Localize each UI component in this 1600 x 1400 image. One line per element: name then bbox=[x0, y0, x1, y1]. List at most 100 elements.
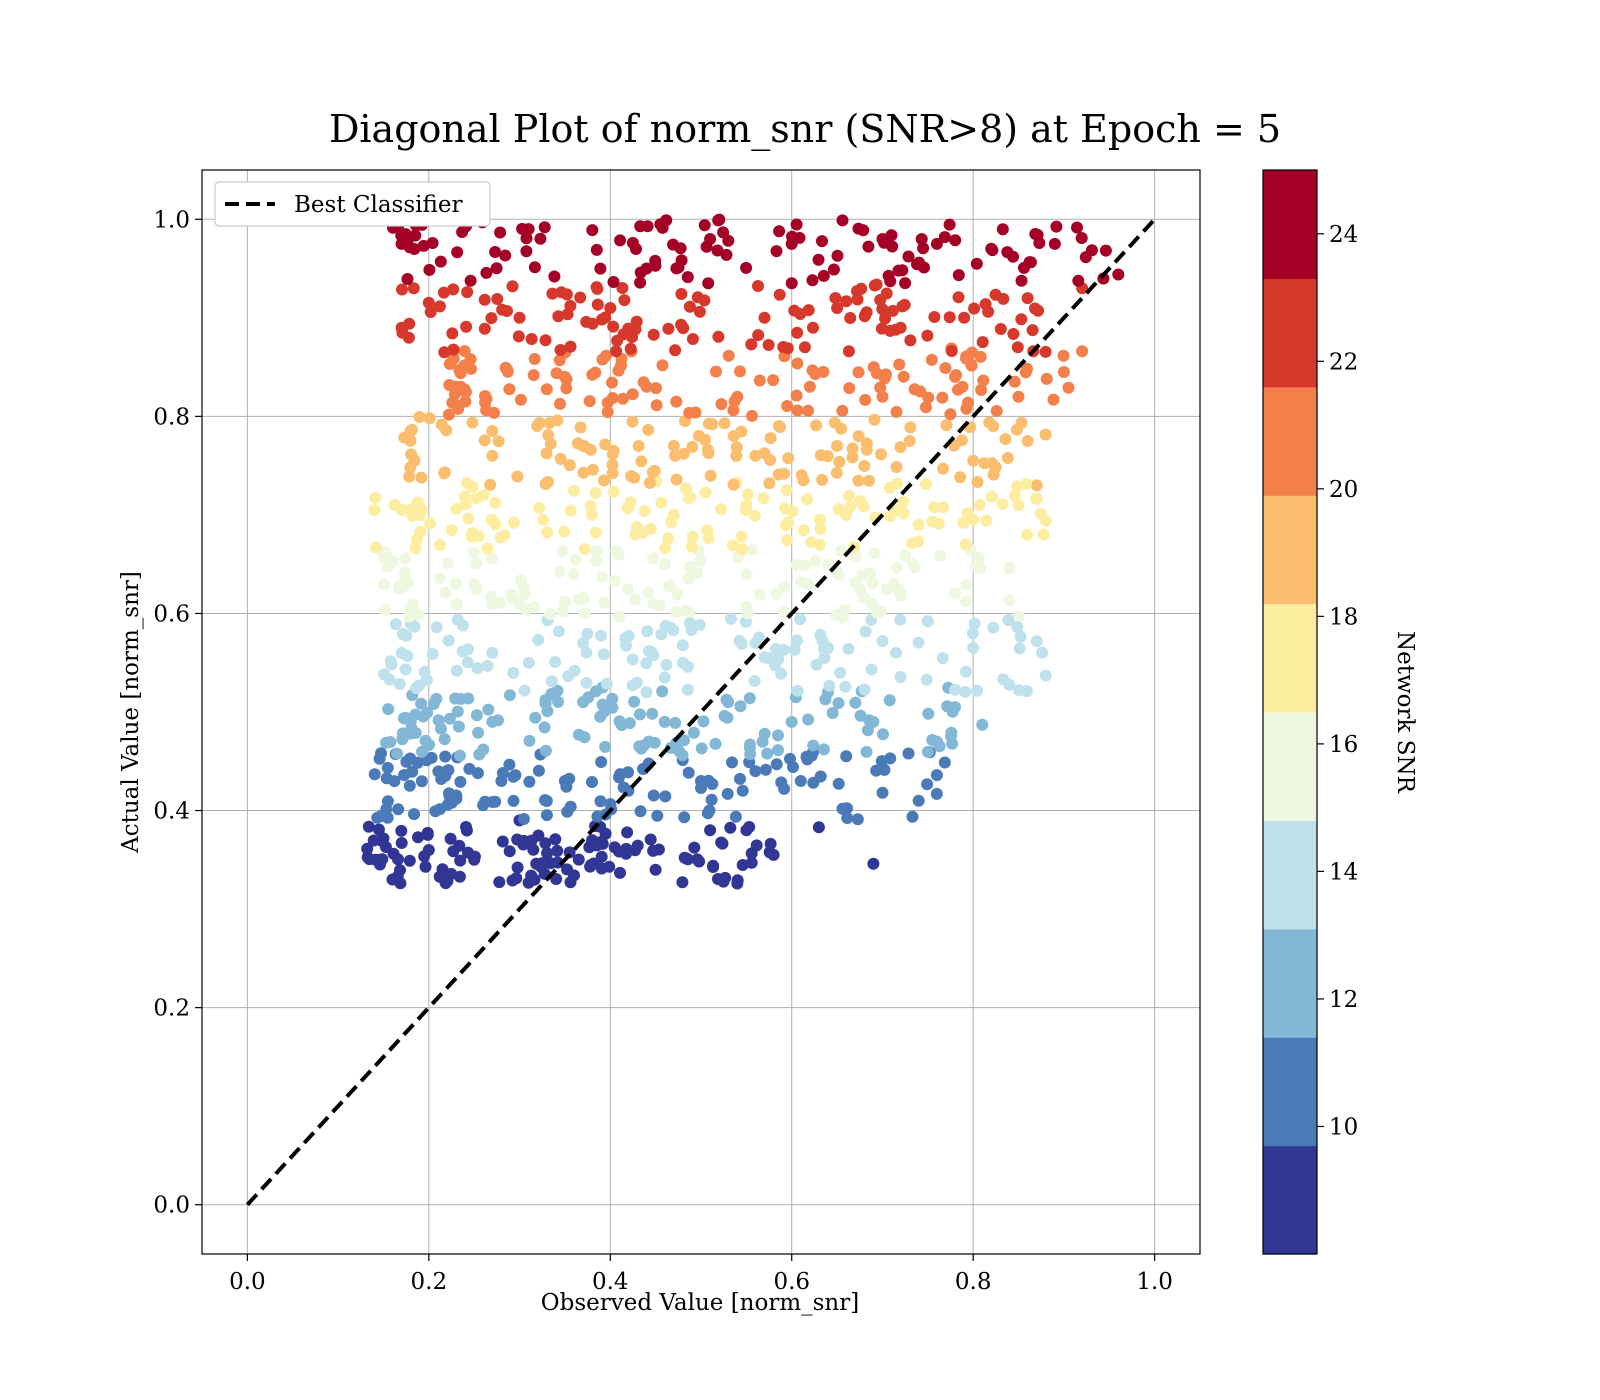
scatter-point bbox=[396, 283, 408, 296]
scatter-point bbox=[622, 322, 635, 335]
scatter-point bbox=[554, 344, 567, 356]
scatter-point bbox=[523, 734, 536, 747]
scatter-point bbox=[950, 369, 962, 382]
scatter-point bbox=[441, 556, 454, 569]
scatter-point bbox=[392, 853, 404, 866]
colorbar-band bbox=[1263, 1145, 1317, 1255]
scatter-point bbox=[634, 276, 647, 289]
scatter-point bbox=[389, 618, 402, 631]
scatter-point bbox=[834, 544, 847, 557]
scatter-point bbox=[839, 680, 852, 693]
scatter-point bbox=[393, 678, 406, 690]
scatter-point bbox=[478, 322, 491, 335]
scatter-point bbox=[466, 416, 479, 429]
scatter-point bbox=[1013, 684, 1026, 697]
scatter-point bbox=[522, 656, 535, 669]
scatter-point bbox=[967, 641, 980, 654]
scatter-point bbox=[481, 659, 494, 672]
scatter-point bbox=[936, 652, 949, 665]
scatter-point bbox=[729, 810, 742, 823]
scatter-point bbox=[681, 683, 694, 696]
scatter-point bbox=[464, 274, 477, 287]
scatter-point bbox=[644, 833, 657, 846]
colorbar-band bbox=[1263, 820, 1317, 930]
scatter-point bbox=[396, 326, 409, 339]
colorbar-tick-label: 10 bbox=[1329, 1114, 1358, 1140]
scatter-point bbox=[670, 262, 683, 275]
scatter-point bbox=[999, 433, 1012, 445]
scatter-point bbox=[611, 334, 624, 347]
scatter-point bbox=[1037, 528, 1050, 541]
scatter-point bbox=[875, 448, 887, 461]
scatter-point bbox=[675, 288, 688, 300]
scatter-point bbox=[370, 541, 382, 554]
scatter-point bbox=[670, 395, 683, 408]
scatter-point bbox=[403, 317, 416, 330]
scatter-point bbox=[816, 473, 829, 486]
legend: Best Classifier bbox=[214, 181, 491, 227]
scatter-point bbox=[831, 249, 844, 262]
scatter-point bbox=[388, 498, 401, 511]
scatter-point bbox=[415, 775, 428, 788]
scatter-point bbox=[614, 768, 627, 781]
scatter-point bbox=[543, 417, 556, 430]
x-tick-label: 0.0 bbox=[229, 1269, 266, 1295]
scatter-point bbox=[561, 805, 574, 818]
scatter-point bbox=[735, 425, 748, 438]
scatter-point bbox=[695, 782, 707, 794]
scatter-point bbox=[664, 579, 677, 592]
scatter-point bbox=[890, 561, 903, 574]
scatter-point bbox=[379, 604, 392, 616]
scatter-point bbox=[781, 400, 794, 412]
scatter-point bbox=[539, 837, 552, 850]
scatter-point bbox=[438, 733, 451, 746]
scatter-point bbox=[925, 353, 938, 366]
scatter-point bbox=[564, 504, 577, 517]
scatter-point bbox=[433, 572, 446, 585]
scatter-point bbox=[831, 302, 844, 314]
scatter-point bbox=[803, 380, 816, 393]
scatter-point bbox=[375, 747, 387, 760]
scatter-point bbox=[860, 745, 873, 758]
scatter-point bbox=[807, 321, 819, 334]
scatter-point bbox=[716, 837, 729, 850]
scatter-point bbox=[450, 503, 463, 515]
scatter-point bbox=[626, 415, 639, 428]
scatter-point bbox=[726, 539, 739, 552]
scatter-point bbox=[860, 443, 873, 456]
scatter-point bbox=[1039, 345, 1052, 358]
scatter-point bbox=[444, 832, 457, 845]
scatter-point bbox=[842, 489, 855, 502]
colorbar-label: Network SNR bbox=[1392, 631, 1418, 794]
scatter-point bbox=[491, 293, 504, 305]
scatter-point bbox=[791, 404, 804, 417]
scatter-point bbox=[438, 467, 451, 480]
scatter-point bbox=[1030, 493, 1043, 505]
scatter-point bbox=[781, 534, 794, 547]
scatter-point bbox=[1040, 372, 1053, 385]
scatter-point bbox=[994, 323, 1007, 335]
scatter-point bbox=[790, 389, 803, 402]
scatter-point bbox=[817, 365, 830, 378]
scatter-point bbox=[907, 558, 920, 571]
scatter-point bbox=[840, 295, 853, 308]
scatter-point bbox=[753, 588, 766, 601]
scatter-point bbox=[1048, 237, 1061, 250]
scatter-point bbox=[514, 393, 527, 406]
scatter-point bbox=[1008, 375, 1021, 388]
scatter-point bbox=[635, 742, 648, 755]
scatter-point bbox=[381, 761, 394, 774]
scatter-point bbox=[550, 367, 563, 380]
scatter-point bbox=[736, 784, 749, 797]
scatter-point bbox=[946, 737, 959, 750]
scatter-point bbox=[484, 478, 497, 491]
scatter-point bbox=[564, 299, 577, 312]
scatter-point bbox=[807, 739, 820, 752]
scatter-point bbox=[809, 555, 822, 567]
scatter-point bbox=[532, 829, 545, 842]
scatter-point bbox=[976, 336, 989, 349]
scatter-point bbox=[388, 775, 401, 788]
scatter-point bbox=[712, 330, 725, 343]
y-tick-label: 0.4 bbox=[153, 799, 190, 825]
scatter-points bbox=[361, 213, 1125, 890]
